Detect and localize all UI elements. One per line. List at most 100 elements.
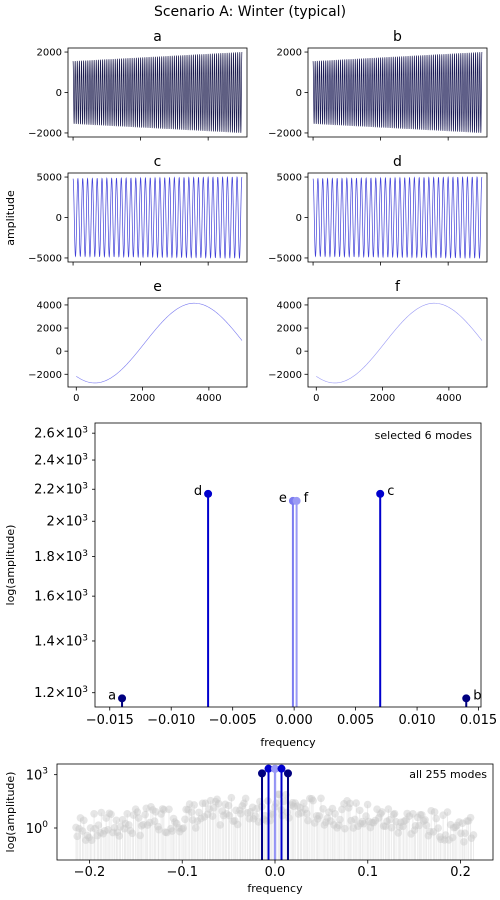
background-marker (229, 817, 237, 826)
background-marker (296, 803, 305, 812)
y-tick-label: 0 (56, 88, 62, 99)
background-marker (188, 816, 197, 824)
background-marker (432, 814, 441, 823)
background-marker (236, 806, 244, 815)
background-marker (85, 833, 93, 842)
y-tick-label: 1.8×103 (34, 549, 88, 565)
panel-frame-d (307, 172, 488, 263)
background-marker (201, 799, 210, 807)
background-marker (214, 799, 223, 808)
y-tick-label: 2000 (277, 48, 302, 59)
chart-annotation: selected 6 modes (375, 429, 473, 442)
background-marker (206, 796, 215, 805)
background-marker (434, 824, 443, 832)
background-marker (208, 812, 217, 820)
background-marker (267, 809, 276, 818)
background-marker (427, 806, 435, 815)
background-marker (172, 819, 181, 828)
x-tick-label: 2000 (130, 393, 155, 404)
background-marker (309, 796, 317, 805)
background-marker (184, 805, 192, 814)
background-marker (403, 809, 411, 818)
y-tick-label: 2.2×103 (34, 482, 88, 498)
background-marker (121, 819, 130, 828)
background-marker (81, 836, 90, 844)
background-marker (417, 811, 426, 819)
background-marker (190, 801, 198, 809)
background-modes (72, 790, 478, 860)
background-marker (300, 799, 308, 807)
background-marker (383, 817, 391, 826)
background-marker (457, 829, 465, 838)
background-marker (222, 809, 231, 818)
background-marker (322, 818, 330, 827)
background-marker (344, 804, 353, 812)
background-marker (99, 829, 108, 838)
chart-annotation: all 255 modes (409, 768, 487, 781)
y-tick-exponent: 3 (42, 767, 48, 777)
background-marker (455, 818, 463, 826)
y-tick-base: 2.4×10 (34, 454, 82, 469)
background-marker (323, 814, 332, 822)
background-marker (139, 820, 147, 829)
background-marker (356, 819, 365, 828)
background-marker (169, 814, 178, 823)
background-marker (291, 799, 299, 807)
background-marker (343, 796, 351, 805)
background-marker (123, 809, 132, 818)
background-marker (137, 822, 146, 830)
background-marker (91, 824, 99, 833)
background-marker (313, 814, 322, 823)
background-marker (288, 798, 297, 807)
background-marker (149, 806, 157, 814)
background-marker (362, 812, 370, 820)
background-marker (448, 833, 457, 842)
background-marker (143, 821, 152, 829)
background-marker (426, 827, 434, 836)
signal-line-b (312, 52, 483, 133)
background-marker (335, 821, 343, 830)
background-marker (327, 817, 335, 825)
background-marker (451, 823, 460, 832)
x-tick-label: −0.010 (147, 713, 195, 728)
y-tick-label: 0 (296, 213, 302, 224)
background-marker (307, 794, 316, 803)
background-marker (287, 801, 295, 809)
panel-title-d: d (393, 154, 402, 170)
panel-title-f: f (395, 279, 401, 295)
background-marker (231, 816, 239, 825)
x-tick-label: 0 (73, 393, 79, 404)
background-marker (97, 808, 106, 817)
y-axis-label: log(amplitude) (4, 525, 17, 606)
panel-frame-c (67, 172, 248, 263)
x-tick-label: 0.010 (398, 713, 435, 728)
y-tick-exponent: 3 (82, 453, 88, 463)
marker-d (204, 489, 213, 498)
background-marker (469, 831, 478, 839)
background-marker (128, 829, 137, 838)
background-marker (213, 795, 221, 804)
background-marker (390, 809, 399, 818)
time-series-panels: a −2000 0 2000 b −2000 0 2000 c −5000 0 5000 d −5000 0… (28, 29, 488, 404)
y-tick-label: 1.2×103 (34, 685, 88, 701)
background-marker (413, 813, 422, 822)
background-marker (416, 811, 425, 819)
y-tick-label: 0 (296, 347, 302, 358)
background-marker (187, 808, 196, 816)
background-marker (125, 821, 133, 829)
background-marker (221, 800, 230, 809)
x-tick-label: 0 (313, 393, 319, 404)
background-marker (340, 800, 348, 808)
y-tick-exponent: 0 (42, 820, 48, 830)
background-marker (355, 806, 364, 815)
background-marker (118, 815, 127, 824)
background-marker (248, 803, 257, 812)
background-marker (315, 812, 323, 820)
background-marker (113, 828, 122, 837)
background-marker (147, 802, 155, 811)
highlighted-marker (283, 769, 292, 778)
background-marker (94, 821, 103, 830)
y-tick-base: 2.2×10 (34, 483, 82, 498)
signal-line-a (72, 52, 243, 133)
